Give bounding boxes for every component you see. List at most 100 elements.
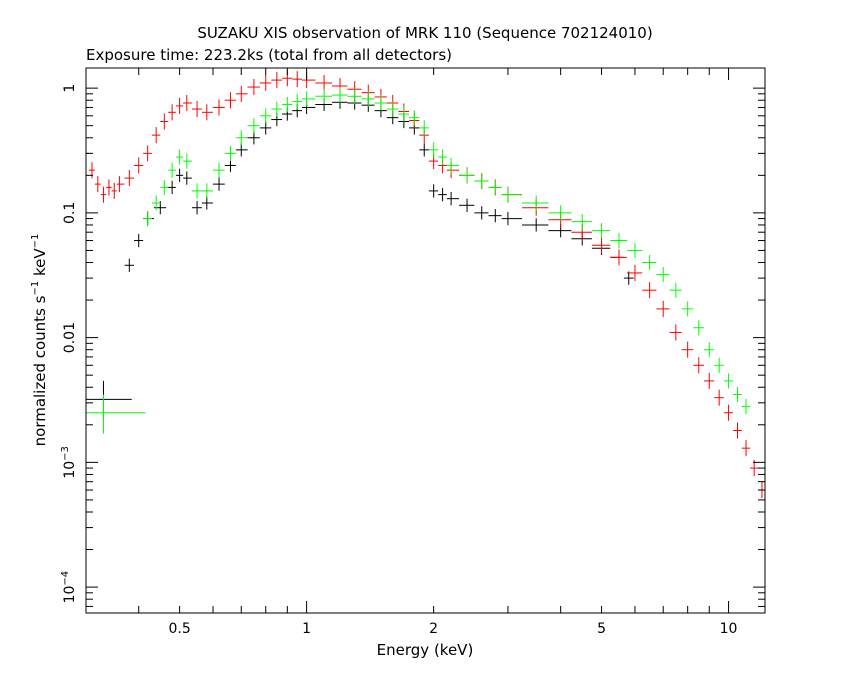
data-point	[168, 104, 176, 121]
data-point	[183, 153, 192, 169]
data-point	[212, 99, 225, 116]
x-tick-label: 1	[302, 621, 311, 637]
data-point	[292, 94, 302, 110]
data-point	[623, 271, 634, 285]
data-point	[282, 96, 293, 113]
data-point	[94, 176, 101, 193]
data-point	[235, 143, 248, 157]
data-point	[409, 110, 420, 126]
data-layer	[86, 70, 765, 499]
x-tick-label: 10	[720, 621, 738, 637]
data-point	[704, 342, 715, 358]
data-point	[591, 237, 611, 254]
data-point	[111, 182, 117, 199]
data-point	[201, 183, 213, 199]
data-point	[446, 192, 460, 206]
data-point	[201, 196, 213, 210]
data-point	[474, 173, 489, 189]
y-axis-label-exp1: −1	[30, 281, 41, 296]
data-point	[315, 74, 333, 92]
data-point	[693, 320, 705, 336]
y-tick-label: 0.01	[62, 322, 78, 353]
data-point	[116, 176, 125, 193]
data-point	[488, 209, 502, 223]
data-point	[459, 198, 475, 212]
data-point	[212, 177, 225, 191]
data-point	[474, 206, 489, 220]
data-point	[235, 130, 248, 146]
data-point	[548, 205, 572, 221]
data-point	[681, 301, 694, 317]
data-point	[610, 232, 627, 249]
data-point	[428, 184, 439, 198]
data-point	[183, 94, 192, 112]
data-point	[292, 71, 302, 88]
plot-frame	[85, 67, 766, 614]
chart-subtitle: Exposure time: 223.2ks (total from all d…	[86, 46, 452, 64]
data-point	[626, 242, 643, 258]
y-tick-label: 0.1	[62, 202, 78, 224]
data-point	[501, 211, 523, 226]
data-point	[160, 179, 169, 195]
data-point	[151, 195, 161, 211]
data-point	[741, 399, 751, 415]
y-axis-label-exp2: −1	[30, 234, 41, 249]
data-point	[610, 249, 627, 266]
data-point	[259, 108, 272, 124]
chart-title: SUZAKU XIS observation of MRK 110 (Seque…	[197, 24, 652, 42]
data-point	[100, 186, 107, 203]
x-tick-label: 5	[597, 621, 606, 637]
data-point	[642, 282, 657, 299]
data-point	[224, 158, 236, 173]
y-axis-label-main: normalized counts s	[31, 295, 49, 446]
data-point	[224, 92, 236, 109]
data-point	[247, 118, 260, 134]
data-point	[271, 101, 283, 117]
data-point	[361, 91, 375, 107]
data-point	[446, 157, 460, 174]
data-point	[191, 100, 202, 118]
data-point	[134, 157, 144, 174]
data-point	[438, 149, 447, 165]
data-point	[419, 143, 429, 157]
data-point	[124, 258, 135, 272]
data-point	[398, 106, 410, 122]
data-point	[386, 101, 399, 117]
y-tick-label: 10−3	[60, 446, 78, 479]
data-point	[143, 211, 152, 227]
data-point	[459, 167, 475, 183]
data-point	[571, 214, 592, 230]
data-point	[191, 183, 202, 199]
data-point	[259, 121, 272, 135]
data-point	[191, 201, 202, 215]
data-point	[347, 88, 362, 104]
data-point	[669, 324, 682, 341]
data-point	[332, 87, 348, 103]
data-point	[522, 218, 549, 232]
x-tick-label: 0.5	[168, 621, 190, 637]
data-point	[681, 341, 694, 358]
data-point	[175, 97, 184, 114]
series-2	[143, 87, 751, 415]
data-point	[259, 74, 272, 92]
data-point	[175, 149, 184, 165]
data-point	[201, 104, 213, 121]
data-point	[247, 131, 260, 145]
data-point	[143, 145, 152, 162]
y-tick-label: 10−4	[60, 571, 78, 604]
data-point	[315, 88, 333, 104]
data-point	[438, 188, 447, 202]
data-point	[124, 170, 135, 187]
data-point	[151, 127, 161, 144]
data-point	[271, 72, 283, 89]
data-point	[741, 440, 751, 457]
isolated-point	[86, 394, 146, 434]
data-point	[168, 162, 176, 178]
data-point	[212, 162, 225, 178]
y-axis-label: normalized counts s−1 keV−1	[30, 234, 49, 447]
data-point	[428, 142, 439, 158]
data-point	[160, 113, 169, 130]
